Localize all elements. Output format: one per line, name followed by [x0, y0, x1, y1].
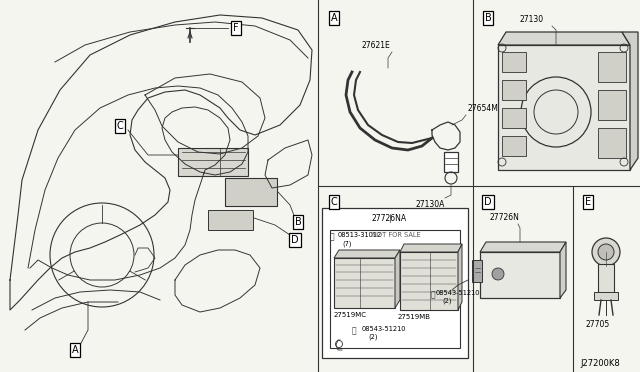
Text: C: C	[331, 197, 337, 207]
Polygon shape	[480, 252, 560, 298]
Text: D: D	[484, 197, 492, 207]
Bar	[502, 136, 526, 156]
Text: A: A	[72, 345, 78, 355]
Text: 27130: 27130	[520, 15, 544, 24]
Bar	[330, 230, 460, 348]
Polygon shape	[560, 242, 566, 298]
Text: Ⓢ: Ⓢ	[430, 290, 435, 299]
Text: B: B	[484, 13, 492, 23]
Bar	[598, 264, 614, 294]
Text: 27705: 27705	[585, 320, 609, 329]
Text: D: D	[291, 235, 299, 245]
Text: A: A	[331, 13, 337, 23]
Text: (2): (2)	[368, 334, 378, 340]
Text: (7): (7)	[342, 240, 351, 247]
Bar	[598, 90, 626, 120]
Polygon shape	[395, 250, 400, 308]
Text: E: E	[585, 197, 591, 207]
Text: 27726N: 27726N	[490, 213, 520, 222]
Bar	[594, 292, 618, 300]
Bar	[502, 108, 526, 128]
Polygon shape	[400, 252, 458, 310]
Text: 08513-31012: 08513-31012	[338, 232, 382, 238]
Bar	[225, 178, 277, 206]
Polygon shape	[334, 258, 395, 308]
Polygon shape	[334, 250, 400, 258]
Circle shape	[492, 268, 504, 280]
Text: J27200K8: J27200K8	[580, 359, 620, 368]
Text: Ⓢ: Ⓢ	[352, 326, 356, 335]
Bar	[178, 148, 248, 176]
Bar	[208, 210, 253, 230]
Bar	[598, 128, 626, 158]
Text: NOT FOR SALE: NOT FOR SALE	[372, 232, 420, 238]
Text: 27130A: 27130A	[415, 200, 444, 209]
Polygon shape	[498, 32, 630, 45]
Polygon shape	[622, 32, 638, 170]
Text: 27519MC: 27519MC	[334, 312, 367, 318]
Text: 27726NA: 27726NA	[372, 214, 407, 223]
Text: 27621E: 27621E	[362, 41, 390, 50]
Circle shape	[592, 238, 620, 266]
Bar	[322, 208, 468, 358]
Text: B: B	[294, 217, 301, 227]
Polygon shape	[498, 45, 630, 170]
Bar	[444, 152, 458, 172]
Text: F: F	[233, 23, 239, 33]
Bar	[472, 260, 482, 282]
Text: 08543-51210: 08543-51210	[436, 290, 481, 296]
Text: Ⓢ: Ⓢ	[330, 232, 335, 241]
Text: C: C	[116, 121, 124, 131]
Bar	[502, 80, 526, 100]
Polygon shape	[400, 244, 462, 252]
Text: 08543-51210: 08543-51210	[362, 326, 406, 332]
Polygon shape	[458, 244, 462, 310]
Text: 27654M: 27654M	[468, 104, 499, 113]
Bar	[502, 52, 526, 72]
Bar	[598, 52, 626, 82]
Polygon shape	[480, 242, 566, 252]
Text: 27519MB: 27519MB	[398, 314, 431, 320]
Text: (2): (2)	[442, 298, 451, 305]
Circle shape	[598, 244, 614, 260]
